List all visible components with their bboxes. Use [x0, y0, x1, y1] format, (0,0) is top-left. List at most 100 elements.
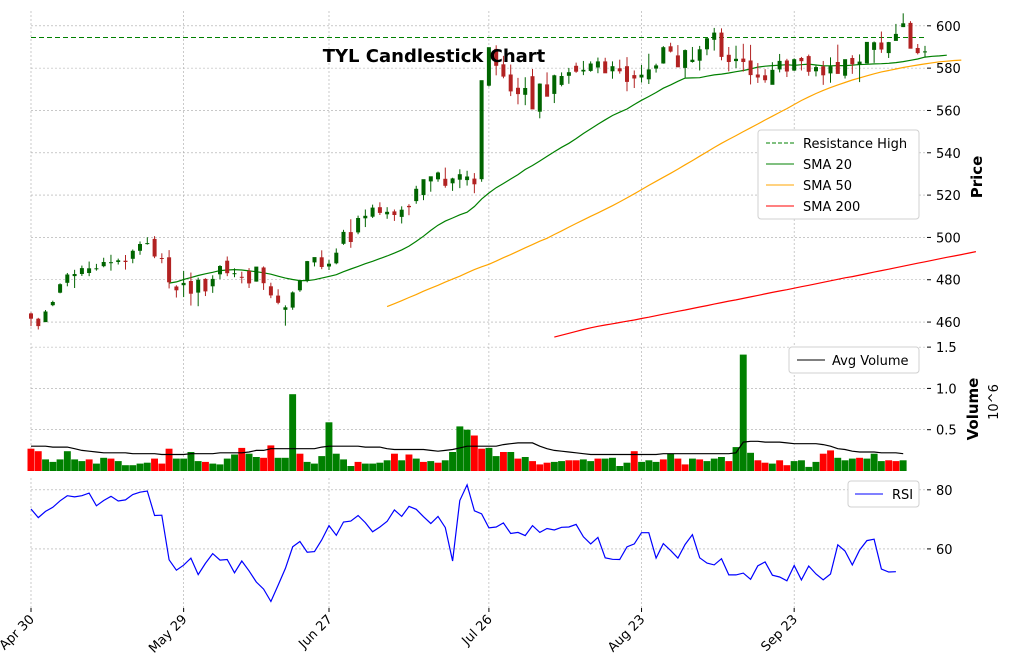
sma200-line	[554, 251, 977, 338]
volume-bar	[187, 452, 195, 471]
candle-body	[457, 174, 462, 180]
volume-bar	[63, 451, 71, 471]
volume-bar	[165, 448, 173, 471]
candle-body	[479, 80, 484, 180]
volume-bar	[485, 447, 493, 471]
candle-body	[232, 273, 237, 275]
candle-body	[116, 260, 121, 262]
sma50-line	[386, 59, 962, 308]
volume-bar	[369, 463, 377, 471]
volume-bar	[681, 464, 689, 471]
x-tick-label: Jul 26	[459, 612, 496, 649]
volume-bar	[412, 458, 420, 471]
candle-body	[661, 47, 666, 64]
candle-body	[537, 83, 542, 112]
candle-body	[152, 238, 157, 257]
candle-body	[43, 311, 48, 323]
volume-bar	[427, 461, 435, 471]
volume-bar	[34, 451, 42, 471]
volume-bar	[507, 452, 515, 471]
candle-body	[588, 63, 593, 71]
volume-bar	[609, 457, 616, 471]
volume-bar	[340, 459, 347, 471]
candle-body	[574, 65, 579, 72]
volume-bar	[834, 457, 842, 471]
volume-bar	[689, 458, 696, 471]
volume-bar	[129, 465, 137, 471]
volume-bar	[223, 458, 231, 471]
candle-body	[312, 257, 317, 263]
candle-body	[87, 268, 92, 273]
volume-bar	[456, 426, 464, 471]
volume-bar	[303, 461, 311, 471]
volume-bar	[536, 464, 544, 471]
volume-bar	[659, 459, 667, 471]
candle-body	[712, 32, 717, 40]
volume-bar	[209, 463, 217, 471]
volume-bar	[245, 453, 253, 471]
volume-bar	[616, 466, 624, 471]
candle-body	[734, 58, 738, 62]
candle-body	[625, 66, 629, 82]
rsi-tick-label: 80	[936, 484, 953, 499]
candle-body	[763, 75, 768, 81]
candle-body	[421, 179, 426, 196]
candle-body	[516, 87, 520, 95]
x-tick-label: Jun 27	[296, 612, 336, 652]
volume-bar	[870, 453, 878, 471]
legend-sma200-label: SMA 200	[803, 200, 860, 215]
candle-body	[777, 60, 782, 70]
candle-body	[392, 211, 397, 215]
candle-body	[770, 69, 775, 85]
candle-body	[283, 307, 288, 310]
candle-body	[646, 69, 651, 80]
volume-bar	[885, 460, 893, 471]
volume-bar	[231, 454, 238, 471]
candle-body	[705, 38, 709, 50]
y-tick-labels: 460 480 500 520 540 560 580 600 0.5 1.0 1.5 60 80	[927, 20, 961, 558]
candle-body	[225, 260, 230, 274]
volume-bar	[594, 458, 602, 471]
candle-body	[806, 56, 811, 72]
candle-body	[668, 46, 673, 52]
volume-scale-label: 10^6	[987, 384, 1002, 420]
candle-body	[254, 266, 259, 282]
x-tick-label: May 29	[146, 612, 190, 656]
candle-body	[835, 62, 840, 74]
volume-bar	[739, 354, 747, 471]
candle-body	[370, 207, 375, 217]
volume-bar	[827, 450, 834, 471]
candle-body	[276, 295, 281, 303]
volume-bar	[478, 448, 486, 471]
volume-bar	[361, 463, 369, 471]
volume-bar	[877, 461, 885, 471]
candle-body	[741, 58, 746, 62]
volume-bar	[623, 462, 631, 471]
volume-bar	[848, 458, 856, 471]
candle-body	[821, 66, 826, 76]
volume-bar	[122, 465, 129, 471]
candle-body	[595, 61, 600, 68]
volume-bar	[747, 452, 754, 471]
volume-bar	[42, 459, 49, 471]
candle-body	[210, 278, 215, 287]
volume-bar	[441, 460, 449, 471]
candle-body	[545, 84, 550, 97]
candle-body	[145, 243, 150, 245]
candle-body	[814, 67, 818, 72]
candle-body	[530, 76, 535, 110]
rsi-tick-label: 60	[936, 543, 953, 558]
x-tick-label: Aug 23	[605, 612, 648, 655]
volume-bar	[202, 461, 209, 471]
volume-bar	[78, 461, 86, 471]
candle-body	[843, 59, 848, 76]
volume-bar	[49, 461, 57, 471]
candle-body	[196, 279, 201, 293]
volume-bar	[558, 461, 565, 471]
candle-body	[94, 268, 99, 270]
volume-bar	[136, 463, 144, 471]
candle-body	[247, 270, 252, 284]
candle-body	[443, 178, 448, 186]
price-legend: Resistance High SMA 20 SMA 50 SMA 200	[757, 129, 920, 220]
candle-body	[784, 60, 789, 72]
